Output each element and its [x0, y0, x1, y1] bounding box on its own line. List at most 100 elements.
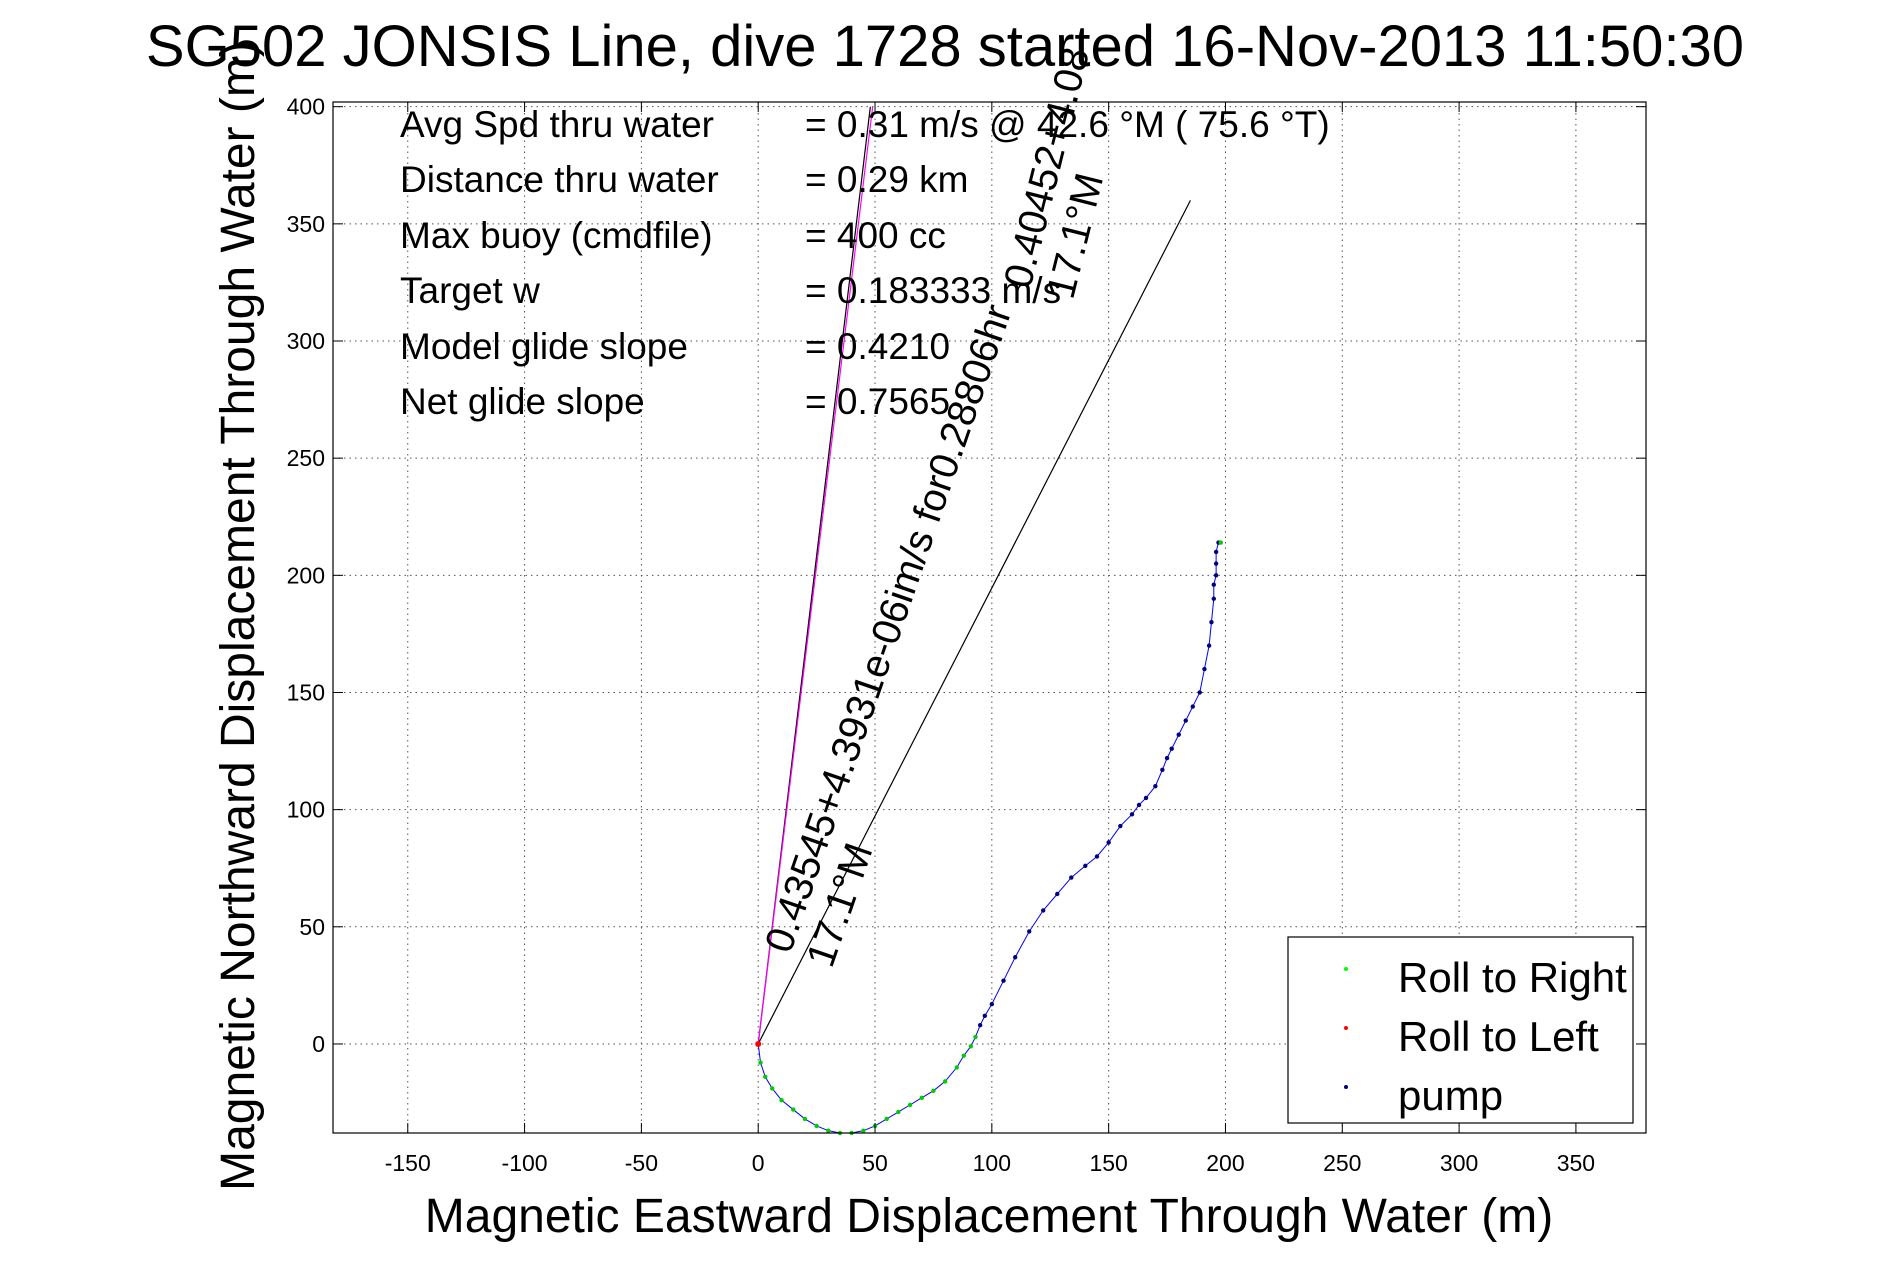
annotation-label: Avg Spd thru water [400, 104, 714, 145]
x-tick-label: -150 [385, 1150, 431, 1176]
track-point [1209, 619, 1214, 625]
track-point [896, 1109, 901, 1115]
track-point [954, 1065, 959, 1070]
track-point [1206, 643, 1212, 648]
x-tick-label: -50 [625, 1150, 658, 1176]
track-point [1164, 755, 1170, 761]
track-point [884, 1116, 889, 1122]
track-point [968, 1044, 974, 1049]
track-point [931, 1088, 936, 1094]
x-tick-label: 200 [1206, 1150, 1244, 1176]
annotation-label: Target w [400, 270, 540, 311]
legend-marker-pump [1344, 1085, 1348, 1089]
x-ticks: -150 -100 -50 0 50 100 150 200 250 300 350 [385, 102, 1595, 1176]
track-point [1041, 908, 1046, 913]
x-tick-label: 250 [1323, 1150, 1361, 1176]
x-tick-label: 0 [752, 1150, 765, 1176]
track-point [1218, 540, 1223, 545]
annotation-label: Net glide slope [400, 381, 645, 422]
y-axis-label: Magnetic Northward Displacement Through … [212, 41, 265, 1191]
annotation-value: = 0.7565 [805, 381, 950, 422]
track-point-start [755, 1040, 762, 1047]
legend: Roll to Right Roll to Left pump [1287, 936, 1634, 1124]
legend-label: Roll to Right [1398, 954, 1627, 1001]
annotation-value: = 0.4210 [805, 326, 950, 367]
annotation-value: = 0.29 km [805, 159, 969, 200]
track-point [826, 1128, 831, 1133]
legend-label: Roll to Left [1398, 1013, 1599, 1060]
track-point [1001, 978, 1006, 983]
track-point [1183, 718, 1188, 723]
track-point [977, 1023, 983, 1028]
x-tick-label: 300 [1440, 1150, 1478, 1176]
track-point [1202, 666, 1207, 672]
track-point [1106, 840, 1111, 845]
track-point [919, 1095, 924, 1101]
plot-frame [332, 101, 1647, 1134]
track-point [1169, 746, 1174, 751]
y-tick-label: 50 [299, 914, 325, 940]
track-point [982, 1013, 988, 1019]
track-point [802, 1116, 808, 1122]
chart-title: SG502 JONSIS Line, dive 1728 started 16-… [146, 14, 1744, 79]
track-point [1094, 854, 1100, 859]
x-tick-label: 150 [1089, 1150, 1127, 1176]
track-point [907, 1102, 913, 1108]
track-point [1129, 812, 1135, 817]
track-point [989, 1001, 995, 1007]
track-point [1083, 863, 1088, 869]
annotation-value: = 0.183333 m/s [805, 270, 1061, 311]
annotation-value: = 0.31 m/s @ 42.6 °M ( 75.6 °T) [805, 104, 1330, 145]
track-point [1213, 561, 1219, 566]
track-point [973, 1034, 978, 1040]
track-point [1213, 573, 1219, 578]
legend-marker-roll-left [1344, 1026, 1348, 1030]
x-tick-label: 350 [1557, 1150, 1595, 1176]
track-point [1069, 875, 1074, 880]
annotation-value: = 400 cc [805, 215, 946, 256]
track-point [1118, 823, 1123, 829]
y-tick-label: 200 [287, 562, 325, 588]
track-point [770, 1086, 775, 1091]
track-point [1190, 704, 1195, 709]
track-point [763, 1074, 768, 1079]
track-point [942, 1079, 948, 1084]
annotation-label: Model glide slope [400, 326, 688, 367]
track-point [814, 1123, 819, 1129]
y-tick-label: 300 [287, 328, 325, 354]
x-tick-label: -100 [502, 1150, 548, 1176]
annotation-label: Distance thru water [400, 159, 719, 200]
y-tick-label: 400 [287, 94, 325, 120]
annotation-label: Max buoy (cmdfile) [400, 215, 713, 256]
track-point [1211, 582, 1216, 587]
track-point [1213, 549, 1219, 555]
track-point [1211, 596, 1216, 601]
y-ticks: 0 50 100 150 200 250 300 350 400 [287, 94, 1646, 1057]
track-point [861, 1128, 866, 1133]
legend-label: pump [1398, 1072, 1503, 1119]
track-point [1197, 690, 1202, 695]
track-point [1027, 929, 1032, 934]
reference-line-drift [757, 106, 874, 1045]
x-axis-label: Magnetic Eastward Displacement Through W… [425, 1190, 1553, 1243]
track-point [961, 1053, 967, 1058]
track-point [1176, 732, 1181, 737]
x-tick-label: 50 [862, 1150, 888, 1176]
track-point [1136, 802, 1142, 808]
track-point [758, 1060, 763, 1065]
y-tick-label: 250 [287, 445, 325, 471]
y-tick-label: 0 [312, 1031, 325, 1057]
track-point [1055, 891, 1060, 897]
y-tick-label: 350 [287, 211, 325, 237]
x-tick-label: 100 [973, 1150, 1011, 1176]
track-point [1012, 955, 1018, 960]
reference-lines [757, 106, 1191, 1045]
reference-line-heading [757, 200, 1191, 1045]
track-point [1143, 795, 1149, 801]
annotation-block: Avg Spd thru water = 0.31 m/s @ 42.6 °M … [400, 104, 1330, 422]
y-tick-label: 100 [287, 797, 325, 823]
y-tick-label: 150 [287, 679, 325, 705]
track-point [779, 1097, 784, 1103]
track-point [791, 1107, 796, 1112]
